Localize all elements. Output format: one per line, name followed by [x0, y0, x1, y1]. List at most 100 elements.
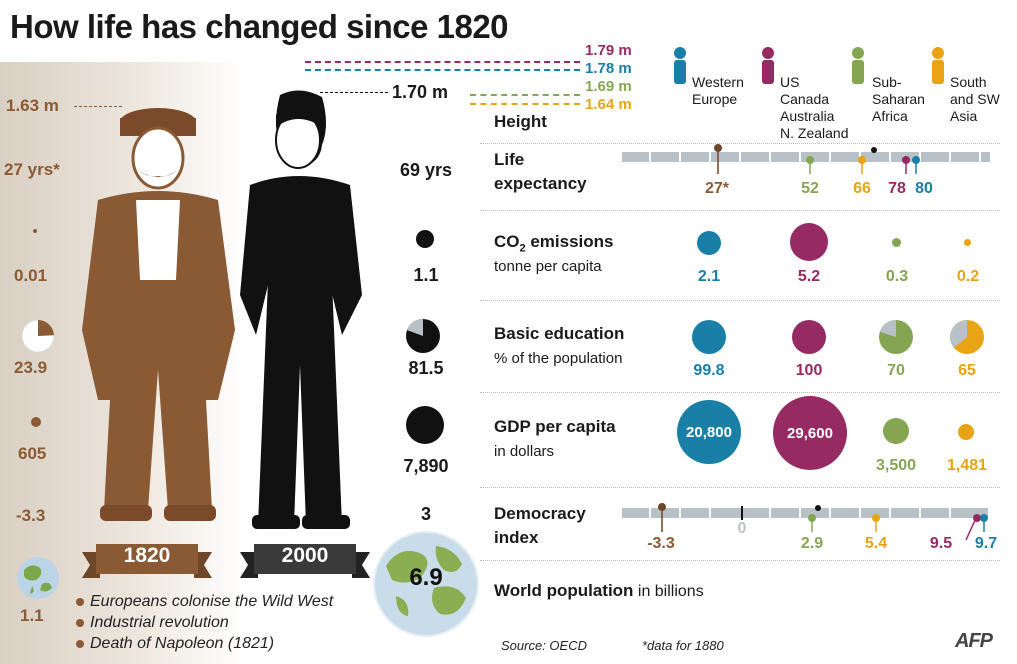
row-divider — [480, 392, 1000, 393]
democracy-africa-value: 2.9 — [800, 535, 824, 552]
co2-1820-dot — [33, 229, 37, 233]
co2-western-europe-value: 2.1 — [697, 268, 721, 285]
population-2000-value: 6.9 — [409, 564, 443, 591]
education-1820-value: 23.9 — [14, 358, 48, 377]
democracy-label: Democracy index — [494, 504, 586, 547]
height-us-value: 1.79 m — [585, 42, 632, 59]
education-us-value: 100 — [795, 362, 823, 379]
life-asia-value: 66 — [853, 180, 871, 197]
height-asia-value: 1.64 m — [585, 96, 632, 113]
height-2000-value: 1.70 m — [392, 82, 449, 102]
life-1820-value: 27 yrs* — [4, 160, 60, 179]
data-footnote: *data for 1880 — [642, 638, 724, 653]
education-asia-value: 65 — [958, 362, 976, 379]
co2-us-value: 5.2 — [797, 268, 821, 285]
height-africa-value: 1.69 m — [585, 78, 632, 95]
life-us-value: 78 — [888, 180, 906, 197]
legend-marker-western-europe — [672, 46, 688, 84]
democracy-early-value: -3.3 — [647, 535, 675, 552]
event-item: Industrial revolution — [76, 614, 229, 632]
gdp-label: GDP per capita — [494, 417, 616, 436]
height-2000-leader — [320, 92, 388, 93]
legend-us: US Canada Australia N. Zealand — [780, 74, 849, 141]
education-africa-value: 70 — [887, 362, 905, 379]
gdp-western-europe-circle: 20,800 — [677, 400, 741, 464]
gdp-1820-value: 605 — [18, 444, 47, 463]
row-divider — [480, 143, 1000, 144]
height-1820-value: 1.63 m — [6, 96, 59, 115]
source-note: Source: OECD — [501, 638, 587, 653]
education-western-europe-value: 99.8 — [693, 362, 725, 379]
co2-asia-dot — [964, 239, 971, 246]
co2-asia-value: 0.2 — [956, 268, 980, 285]
democracy-us-value: 9.5 — [929, 535, 953, 552]
height-leader-africa — [470, 94, 580, 96]
democracy-zero-label: 0 — [737, 520, 747, 537]
life-western-europe-value: 80 — [915, 180, 933, 197]
co2-2000-dot — [416, 230, 434, 248]
globe-1820-icon — [17, 557, 59, 599]
population-1820-value: 1.1 — [20, 606, 44, 625]
co2-label: CO2 emissions — [494, 232, 614, 255]
democracy-2000-value: 3 — [420, 504, 431, 524]
co2-2000-value: 1.1 — [413, 265, 439, 285]
legend-marker-africa — [850, 46, 866, 84]
democracy-1820-value: -3.3 — [16, 506, 46, 525]
height-western-europe-value: 1.78 m — [585, 60, 632, 77]
man-2000-figure — [240, 90, 362, 529]
year-2000-label: 2000 — [281, 544, 329, 567]
gdp-asia-dot — [958, 424, 974, 440]
height-leader-asia — [470, 103, 580, 105]
education-western-europe-pie — [692, 320, 726, 354]
row-divider — [480, 210, 1000, 211]
gdp-sub: in dollars — [494, 443, 555, 460]
education-2000-value: 81.5 — [408, 358, 444, 378]
globe-2000-icon — [373, 531, 479, 637]
event-item: Europeans colonise the Wild West — [76, 593, 333, 611]
legend-africa: Sub- Saharan Africa — [872, 74, 925, 124]
banner-2000 — [240, 544, 370, 578]
legend-western-europe: Western Europe — [692, 74, 744, 107]
life-africa-value: 52 — [801, 180, 819, 197]
gdp-asia-value: 1,481 — [946, 457, 988, 474]
democracy-scale — [622, 503, 988, 541]
gdp-2000-dot — [406, 406, 444, 444]
height-leader-western-europe — [305, 69, 580, 71]
row-divider — [480, 560, 1000, 561]
democracy-western-europe-value: 9.7 — [974, 535, 998, 552]
life-early-value: 27* — [704, 180, 730, 197]
co2-1820-value: 0.01 — [14, 266, 48, 285]
gdp-2000-value: 7,890 — [403, 456, 449, 476]
gdp-us-circle: 29,600 — [773, 396, 847, 470]
education-2000-pie — [406, 319, 440, 353]
co2-sub: tonne per capita — [494, 258, 602, 275]
education-africa-pie — [879, 320, 913, 354]
row-divider — [480, 487, 1000, 488]
row-divider — [480, 300, 1000, 301]
co2-africa-value: 0.3 — [885, 268, 909, 285]
gdp-1820-dot — [31, 417, 41, 427]
afp-logo: AFP — [955, 630, 993, 652]
legend-asia: South and SW Asia — [950, 74, 1000, 124]
legend-marker-asia — [930, 46, 946, 84]
height-label: Height — [494, 112, 547, 131]
legend-marker-us — [760, 46, 776, 84]
year-1820-label: 1820 — [123, 544, 171, 567]
population-label: World population in billions — [494, 581, 704, 600]
banner-1820 — [82, 544, 212, 578]
education-us-pie — [792, 320, 826, 354]
man-1820-figure — [82, 108, 235, 521]
education-label: Basic education — [494, 324, 625, 343]
gdp-africa-dot — [883, 418, 909, 444]
co2-western-europe-dot — [697, 231, 721, 255]
life-label: Life expectancy — [494, 150, 587, 193]
event-item: Death of Napoleon (1821) — [76, 635, 274, 653]
democracy-asia-value: 5.4 — [864, 535, 888, 552]
gdp-africa-value: 3,500 — [875, 457, 917, 474]
life-2000-value: 69 yrs — [399, 160, 453, 180]
education-sub: % of the population — [494, 350, 623, 367]
height-1820-leader — [74, 106, 122, 107]
life-scale — [622, 144, 990, 174]
education-1820-pie — [21, 319, 55, 353]
page-title: How life has changed since 1820 — [10, 8, 509, 45]
